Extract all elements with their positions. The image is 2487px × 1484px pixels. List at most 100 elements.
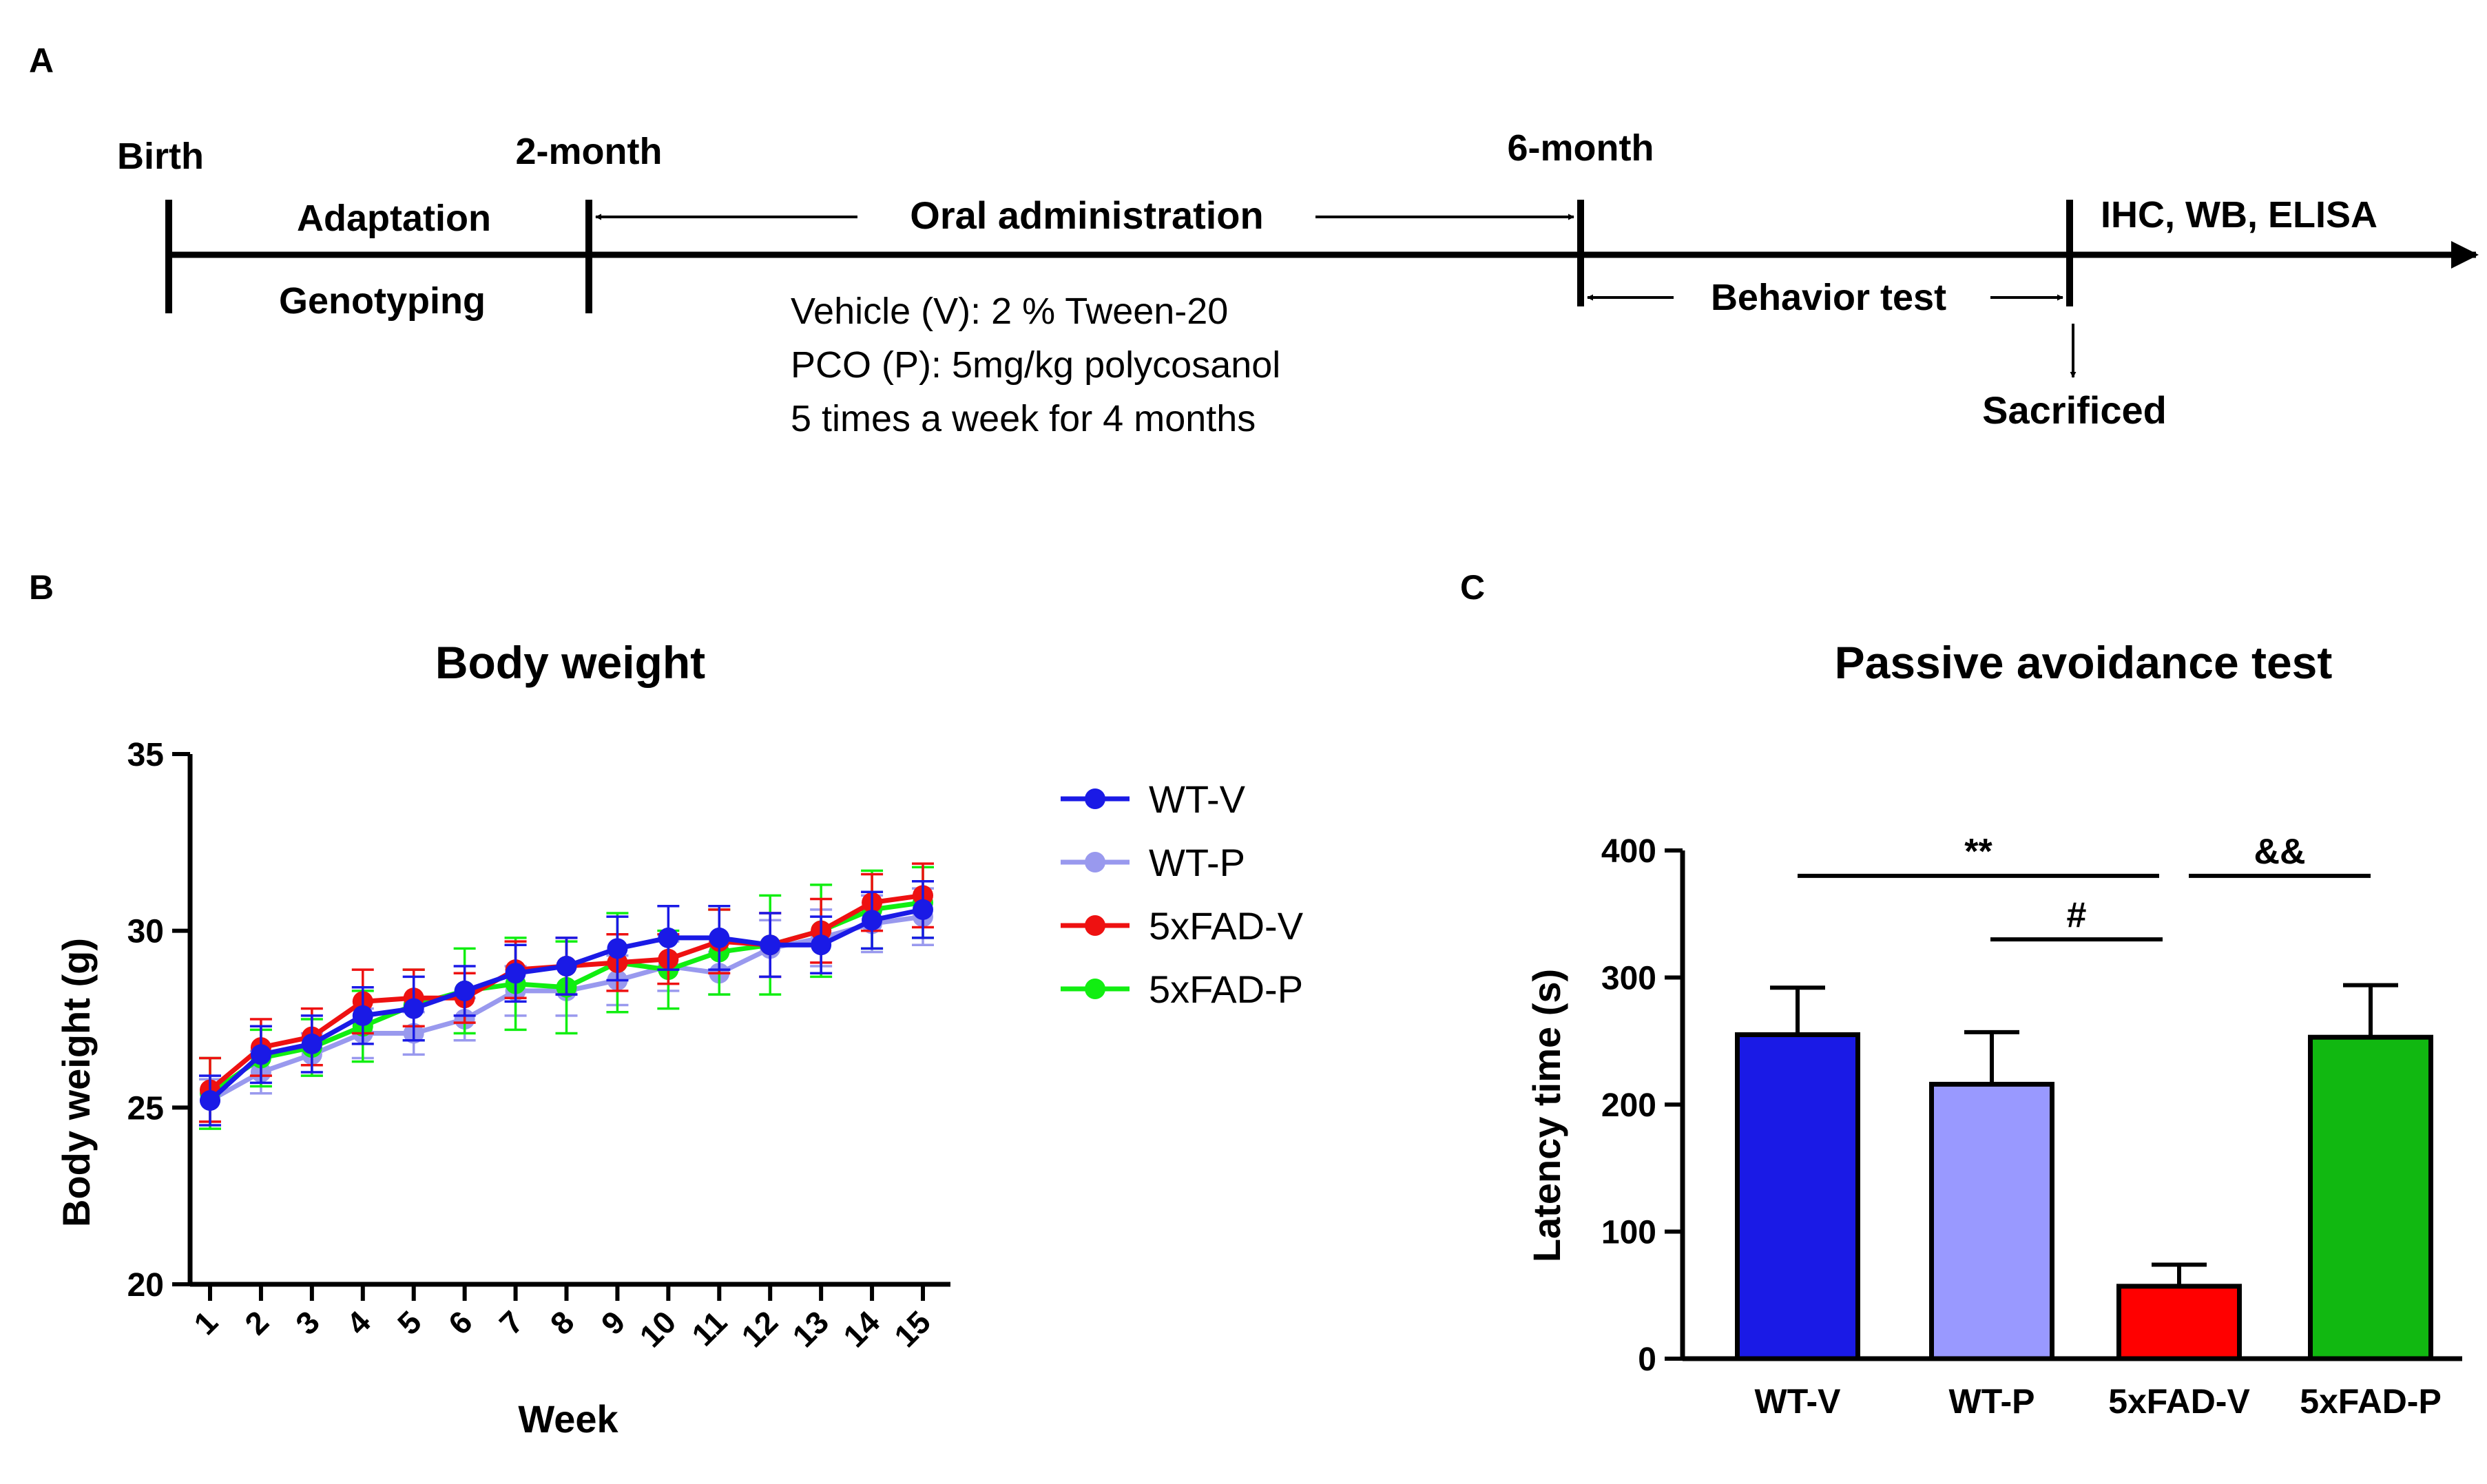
legend-marker bbox=[1085, 788, 1105, 809]
bar-x-tick-label: WT-P bbox=[1949, 1382, 2035, 1421]
line-chart-title: Body weight bbox=[435, 637, 705, 688]
data-point bbox=[607, 938, 628, 959]
line-x-tick-label: 13 bbox=[785, 1304, 835, 1354]
legend-label: WT-V bbox=[1149, 777, 1246, 821]
legend-marker bbox=[1085, 979, 1105, 999]
line-chart-series bbox=[199, 862, 934, 1130]
bar-chart-annotations: ** && # bbox=[1798, 832, 2371, 942]
significance-annotation: ** bbox=[1798, 832, 2159, 878]
panel-c: C Passive avoidance test 0 100 200 300 400 *… bbox=[1460, 568, 2462, 1421]
line-x-tick-label: 9 bbox=[594, 1304, 632, 1341]
bar-y-tick-label: 0 bbox=[1638, 1341, 1656, 1378]
line-x-tick-label: 5 bbox=[391, 1304, 428, 1341]
legend-marker bbox=[1085, 915, 1105, 936]
assays-label: IHC, WB, ELISA bbox=[2101, 194, 2377, 236]
data-point bbox=[352, 1005, 373, 1026]
behavior-test-label: Behavior test bbox=[1711, 277, 1946, 318]
line-chart-x-axis: 1 2 3 4 5 6 7 8 9 10 11 12 13 14 15 bbox=[187, 1282, 950, 1354]
bar-y-tick-label: 100 bbox=[1601, 1215, 1656, 1251]
line-x-tick-label: 10 bbox=[632, 1304, 683, 1354]
data-point bbox=[556, 956, 577, 976]
line-chart-x-label: Week bbox=[518, 1397, 618, 1441]
line-y-tick-label: 35 bbox=[127, 737, 164, 773]
bar-5xFAD-V bbox=[2116, 1262, 2242, 1361]
data-point bbox=[862, 910, 883, 931]
vehicle-text: Vehicle (V): 2 % Tween-20 bbox=[791, 291, 1228, 332]
line-y-tick-label: 30 bbox=[127, 914, 164, 950]
legend-marker bbox=[1085, 852, 1105, 872]
significance-annotation: # bbox=[1990, 895, 2163, 942]
line-x-tick-label: 1 bbox=[187, 1304, 225, 1341]
significance-annotation: && bbox=[2189, 832, 2371, 878]
significance-label: ** bbox=[1964, 832, 1992, 872]
oral-admin-label: Oral administration bbox=[910, 194, 1263, 237]
two-month-label: 2-month bbox=[516, 131, 663, 172]
line-y-tick-label: 20 bbox=[127, 1267, 164, 1304]
bar-y-tick-label: 300 bbox=[1601, 961, 1656, 997]
bar-chart-x-axis: WT-V WT-P 5xFAD-V 5xFAD-P bbox=[1683, 1356, 2462, 1421]
data-point bbox=[505, 963, 526, 984]
line-x-tick-label: 14 bbox=[836, 1304, 886, 1354]
bar-chart-title: Passive avoidance test bbox=[1835, 637, 2333, 688]
line-x-tick-label: 6 bbox=[441, 1304, 479, 1341]
line-y-tick-label: 25 bbox=[127, 1090, 164, 1127]
bar-chart-y-label: Latency time (s) bbox=[1525, 969, 1568, 1262]
sacrificed-label: Sacrificed bbox=[1982, 388, 2167, 432]
legend-item-5xFAD-V: 5xFAD-V bbox=[1061, 904, 1304, 948]
panel-a: A Birth Adaptation Genotyping 2-month 6-… bbox=[29, 41, 2479, 439]
bar-WT-V bbox=[1735, 985, 1860, 1361]
legend-item-WT-P: WT-P bbox=[1061, 841, 1245, 884]
data-point bbox=[811, 934, 832, 956]
bar-rect bbox=[1929, 1081, 2054, 1361]
schedule-text: 5 times a week for 4 months bbox=[791, 398, 1256, 439]
legend-label: WT-P bbox=[1149, 841, 1245, 884]
significance-label: # bbox=[2067, 895, 2087, 935]
line-x-tick-label: 11 bbox=[685, 1304, 733, 1352]
data-point bbox=[403, 998, 424, 1019]
line-x-tick-label: 8 bbox=[543, 1304, 581, 1341]
bar-x-tick-label: WT-V bbox=[1755, 1382, 1842, 1421]
birth-label: Birth bbox=[117, 136, 204, 177]
line-x-tick-label: 2 bbox=[238, 1304, 275, 1341]
legend-label: 5xFAD-V bbox=[1149, 904, 1304, 948]
bar-x-tick-label: 5xFAD-V bbox=[2108, 1382, 2250, 1421]
data-point bbox=[760, 934, 781, 956]
line-x-tick-label: 3 bbox=[289, 1304, 326, 1341]
line-chart-y-label: Body weight (g) bbox=[54, 938, 98, 1227]
line-x-tick-label: 4 bbox=[340, 1304, 377, 1341]
data-point bbox=[658, 927, 679, 948]
panel-c-label: C bbox=[1460, 568, 1485, 607]
data-point bbox=[454, 980, 475, 1001]
legend-item-5xFAD-P: 5xFAD-P bbox=[1061, 968, 1303, 1011]
data-point bbox=[913, 899, 933, 920]
significance-label: && bbox=[2254, 832, 2305, 872]
bar-rect bbox=[1735, 1032, 1860, 1361]
line-x-tick-label: 15 bbox=[887, 1304, 937, 1354]
adaptation-label: Adaptation bbox=[297, 198, 491, 239]
panel-b-label: B bbox=[29, 568, 54, 607]
data-point bbox=[250, 1044, 271, 1065]
line-x-tick-label: 7 bbox=[492, 1304, 530, 1341]
series-WT-V bbox=[199, 880, 934, 1127]
line-chart-legend: WT-V WT-P 5xFAD-V 5xFAD-P bbox=[1061, 777, 1304, 1011]
bar-rect bbox=[2308, 1034, 2433, 1361]
genotyping-label: Genotyping bbox=[279, 280, 486, 322]
legend-label: 5xFAD-P bbox=[1149, 968, 1303, 1011]
line-chart-y-axis: 20 25 30 35 bbox=[127, 737, 193, 1304]
bar-rect bbox=[2116, 1284, 2242, 1361]
bar-y-tick-label: 200 bbox=[1601, 1087, 1656, 1124]
series-5xFAD-P bbox=[199, 866, 934, 1130]
bar-chart-y-axis: 0 100 200 300 400 bbox=[1601, 833, 1685, 1378]
pco-text: PCO (P): 5mg/kg polycosanol bbox=[791, 344, 1280, 386]
bar-y-tick-label: 400 bbox=[1601, 833, 1656, 870]
data-point bbox=[709, 927, 730, 948]
bar-x-tick-label: 5xFAD-P bbox=[2300, 1382, 2442, 1421]
data-point bbox=[301, 1033, 322, 1054]
legend-item-WT-V: WT-V bbox=[1061, 777, 1246, 821]
bar-5xFAD-P bbox=[2308, 983, 2433, 1361]
line-x-tick-label: 12 bbox=[734, 1304, 784, 1354]
data-point bbox=[200, 1090, 220, 1111]
bar-WT-P bbox=[1929, 1030, 2054, 1361]
